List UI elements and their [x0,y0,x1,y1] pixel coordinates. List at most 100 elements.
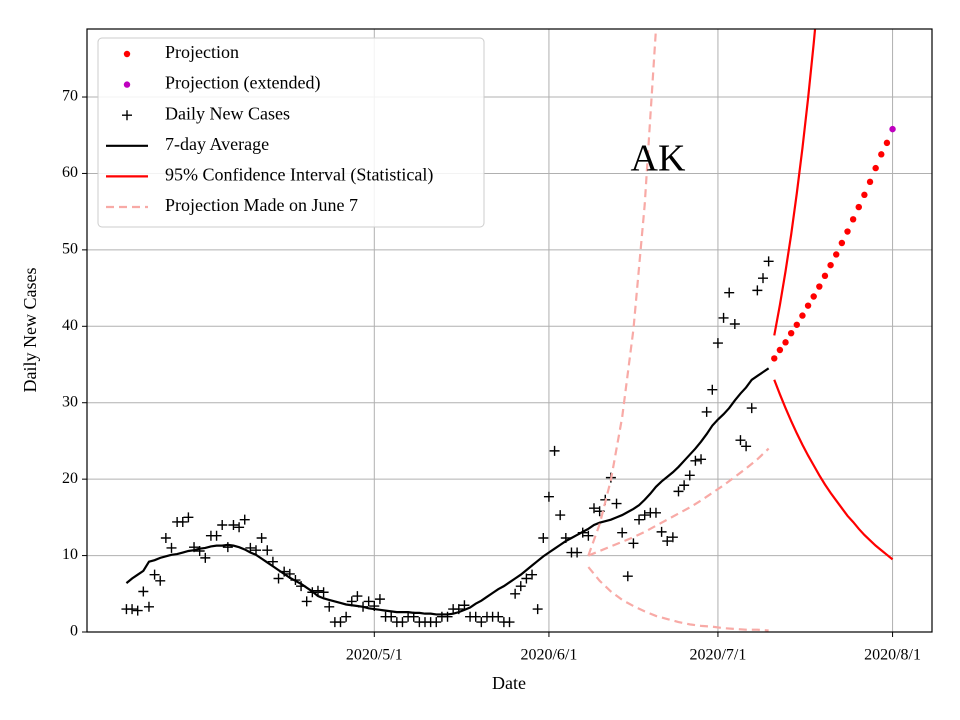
case-marker [746,403,757,414]
case-marker [656,526,667,537]
case-marker [217,520,228,531]
case-marker [374,594,385,605]
case-marker [622,571,633,582]
case-marker [521,573,532,584]
x-tick-label: 2020/6/1 [520,647,577,664]
projection-point [782,339,789,346]
projection-point [793,321,800,328]
case-marker [532,604,543,615]
case-marker [690,455,701,466]
case-marker [431,617,442,628]
case-marker [155,575,166,586]
legend-marker [123,50,131,58]
projection-point [827,261,834,269]
case-marker [741,441,752,452]
case-marker [583,530,594,541]
case-marker [662,536,673,547]
case-marker [200,552,211,563]
annotation: AK [631,138,686,180]
case-marker [160,532,171,543]
projection-point [776,346,784,354]
y-axis-label: Daily New Cases [20,268,40,393]
case-marker [143,601,154,612]
case-marker [527,569,538,580]
case-marker [650,507,661,518]
case-marker [312,585,323,596]
case-marker [735,435,746,446]
projection-point [844,228,851,235]
projection-point [799,312,806,319]
y-tick-label: 60 [62,164,78,181]
case-marker [763,256,774,267]
interval-line [587,447,770,557]
projection-point [804,302,812,309]
case-marker [324,601,335,612]
case-marker [538,532,549,543]
case-marker [127,604,138,615]
projection-point [872,164,879,172]
y-tick-label: 50 [62,241,78,258]
y-tick-label: 70 [62,88,78,105]
case-marker [132,605,143,616]
case-marker [397,617,408,628]
case-marker [335,617,346,628]
case-marker [245,542,256,553]
projection-point [816,283,823,290]
x-axis-label: Date [492,673,526,693]
projection-point [771,355,778,362]
case-marker [493,611,504,622]
interval-line [587,566,769,632]
case-marker [679,480,690,491]
legend-marker [123,81,131,88]
case-marker [386,611,397,622]
y-tick-label: 20 [62,470,78,487]
case-marker [363,596,374,607]
case-marker [589,503,599,514]
projection-point [787,329,795,337]
case-marker [262,545,273,556]
case-marker [724,287,735,298]
y-tick-label: 40 [62,317,78,334]
projection-point [821,272,829,280]
case-marker [707,384,718,395]
case-marker [318,587,329,598]
projection-point [889,125,896,133]
case-marker [341,611,352,622]
legend-label: Daily New Cases [165,103,290,123]
case-marker [211,530,222,541]
case-marker [251,545,261,556]
case-marker [696,454,707,465]
case-marker [628,538,639,549]
case-marker [149,569,160,580]
legend-label: 95% Confidence Interval (Statistical) [165,165,433,186]
case-marker [634,514,645,525]
x-tick-label: 2020/5/1 [346,647,403,664]
average-line [125,367,770,616]
case-marker [543,491,554,502]
projection-point [849,216,857,223]
case-marker [239,514,250,525]
case-marker [228,520,239,531]
projection-point [838,239,846,247]
case-marker [617,527,628,538]
case-marker [510,588,521,599]
projection-point [810,293,817,300]
axes-frame [86,28,933,633]
case-marker [138,586,149,597]
y-tick-label: 30 [62,393,78,410]
projection-point [883,139,891,147]
case-marker [673,486,684,497]
case-marker [301,596,312,607]
legend-label: Projection [165,42,239,62]
case-marker [352,591,363,602]
legend-label: 7-day Average [165,134,269,154]
y-tick-label: 0 [70,623,78,640]
projection-point [878,151,885,158]
case-marker [177,516,188,527]
case-marker [273,573,284,584]
case-marker [752,285,763,296]
plot-area [121,29,896,632]
x-tick-label: 2020/8/1 [864,647,921,664]
case-marker [758,273,768,284]
